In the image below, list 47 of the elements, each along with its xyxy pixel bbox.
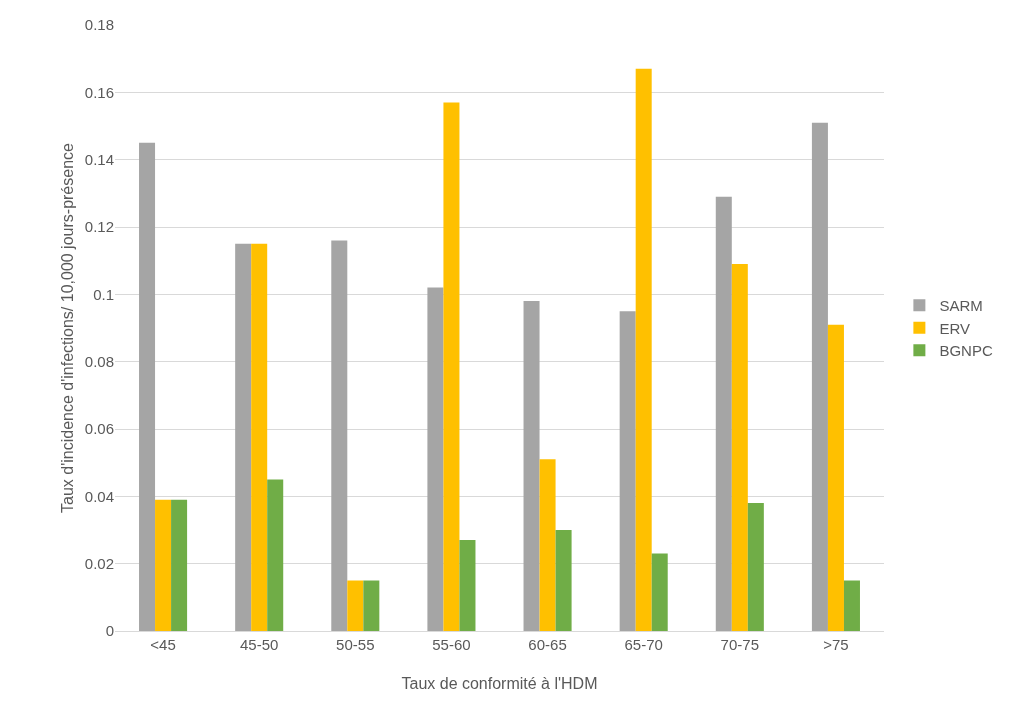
legend-label: SARM — [939, 297, 983, 315]
y-tick-label: 0.02 — [84, 554, 114, 572]
y-tick-label: 0.08 — [84, 352, 114, 370]
bar — [267, 479, 284, 631]
bar — [443, 102, 460, 631]
x-axis-title: Taux de conformité à l'HDM — [401, 675, 598, 692]
legend-label: ERV — [939, 319, 970, 337]
bar — [459, 540, 476, 631]
y-axis-title: Taux d'incidence d'infections/ 10,000 jours-présence — [59, 142, 76, 513]
bar — [619, 311, 636, 631]
y-tick-label: 0.1 — [93, 285, 114, 303]
bar — [555, 530, 572, 631]
x-tick-label: <45 — [150, 636, 176, 653]
bar — [139, 142, 156, 631]
y-tick-label: 0 — [105, 622, 114, 640]
bar — [539, 459, 556, 631]
y-tick-label: 0.12 — [84, 218, 114, 236]
bar — [635, 68, 652, 631]
x-tick-label: 65-70 — [624, 636, 663, 653]
y-tick-label: 0.14 — [84, 150, 114, 168]
bar — [427, 287, 444, 631]
bar — [235, 243, 252, 631]
bar — [363, 580, 380, 631]
bar — [731, 264, 748, 631]
x-tick-label: 50-55 — [336, 636, 375, 653]
bar — [523, 301, 540, 631]
y-tick-label: 0.04 — [84, 487, 114, 505]
x-tick-label: 45-50 — [240, 636, 279, 653]
bar — [347, 580, 364, 631]
bar — [827, 324, 844, 631]
bar — [651, 553, 668, 631]
bar — [251, 243, 268, 631]
y-tick-label: 0.18 — [84, 16, 114, 34]
x-tick-label: 55-60 — [432, 636, 471, 653]
y-tick-label: 0.16 — [84, 83, 114, 101]
y-tick-label: 0.06 — [84, 420, 114, 438]
bar — [715, 196, 732, 631]
bar — [331, 240, 348, 631]
x-tick-label: >75 — [823, 636, 849, 653]
x-tick-label: 60-65 — [528, 636, 567, 653]
legend-label: BGNPC — [939, 342, 993, 360]
bar — [747, 503, 764, 631]
bar — [811, 122, 828, 631]
bar — [155, 499, 172, 631]
bar — [843, 580, 860, 631]
x-tick-label: 70-75 — [720, 636, 759, 653]
bar — [171, 499, 188, 631]
